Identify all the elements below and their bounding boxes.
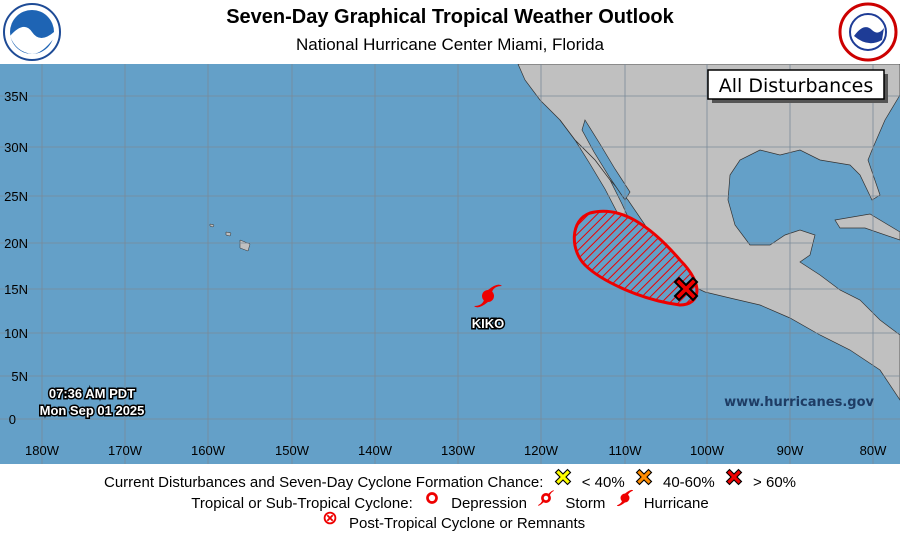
legend-hurricane: Hurricane xyxy=(643,494,709,512)
header: Seven-Day Graphical Tropical Weather Out… xyxy=(0,0,900,64)
legend-low: < 40% xyxy=(581,473,625,491)
storm-icon xyxy=(538,490,555,506)
lon-label: 130W xyxy=(441,443,476,458)
hurricane-legend-icon xyxy=(616,489,633,507)
timestamp-date: Mon Sep 01 2025 xyxy=(40,403,145,418)
lat-label: 20N xyxy=(4,236,28,251)
disturbance-area[interactable] xyxy=(572,209,699,307)
panel-label: All Disturbances xyxy=(719,75,874,97)
noaa-logo xyxy=(3,3,61,61)
lon-label: 80W xyxy=(860,443,887,458)
legend-high: > 60% xyxy=(753,473,796,491)
depression-icon xyxy=(426,492,438,504)
high-chance-x-icon xyxy=(725,468,743,486)
lat-label: 0 xyxy=(9,412,16,427)
lon-label: 100W xyxy=(690,443,725,458)
legend-row-cyclone: Tropical or Sub-Tropical Cyclone: Depres… xyxy=(0,489,900,512)
cuba xyxy=(834,213,900,241)
lon-label: 90W xyxy=(777,443,804,458)
lon-label: 110W xyxy=(609,443,643,458)
legend-medium: 40-60% xyxy=(663,473,715,491)
lon-label: 140W xyxy=(358,443,393,458)
high-chance-x-marker[interactable] xyxy=(673,276,699,302)
legend-post-tropical: Post-Tropical Cyclone or Remnants xyxy=(348,514,586,532)
lat-label: 15N xyxy=(4,282,28,297)
panel-label-box: All Disturbances xyxy=(707,69,888,103)
lat-label: 30N xyxy=(4,140,28,155)
website-link[interactable]: www.hurricanes.gov xyxy=(724,395,874,410)
page-title: Seven-Day Graphical Tropical Weather Out… xyxy=(226,6,674,28)
storm-name-label[interactable]: KIKO xyxy=(470,315,506,333)
lon-label: 160W xyxy=(191,443,226,458)
medium-chance-x-icon xyxy=(635,468,653,486)
nws-logo xyxy=(838,2,898,62)
lat-label: 5N xyxy=(11,369,28,384)
lon-label: 150W xyxy=(275,443,310,458)
legend-row-formation-chance: Current Disturbances and Seven-Day Cyclo… xyxy=(0,468,900,491)
lat-label: 10N xyxy=(4,326,28,341)
lat-label: 35N xyxy=(4,89,28,104)
lon-label: 180W xyxy=(25,443,60,458)
lon-label: 170W xyxy=(108,443,143,458)
legend-depression: Depression xyxy=(451,494,527,512)
low-chance-x-icon xyxy=(554,468,571,486)
legend-storm: Storm xyxy=(565,494,606,512)
legend-formation-label: Current Disturbances and Seven-Day Cyclo… xyxy=(103,473,544,491)
lon-label: 120W xyxy=(524,443,559,458)
post-tropical-icon xyxy=(323,511,337,525)
lat-label: 25N xyxy=(4,189,28,204)
map: 180W 170W 160W 150W 140W 130W 120W 110W 100W 90W 8… xyxy=(0,64,900,464)
page-subtitle: National Hurricane Center Miami, Florida xyxy=(295,35,604,54)
legend-cyclone-label: Tropical or Sub-Tropical Cyclone: xyxy=(191,494,413,512)
axis-labels: 180W 170W 160W 150W 140W 130W 120W 110W 100W 90W 8… xyxy=(4,89,887,458)
legend-row-post-tropical: Post-Tropical Cyclone or Remnants xyxy=(0,509,900,532)
hurricane-icon[interactable] xyxy=(474,284,502,308)
timestamp-time: 07:36 AM PDT xyxy=(49,386,135,401)
